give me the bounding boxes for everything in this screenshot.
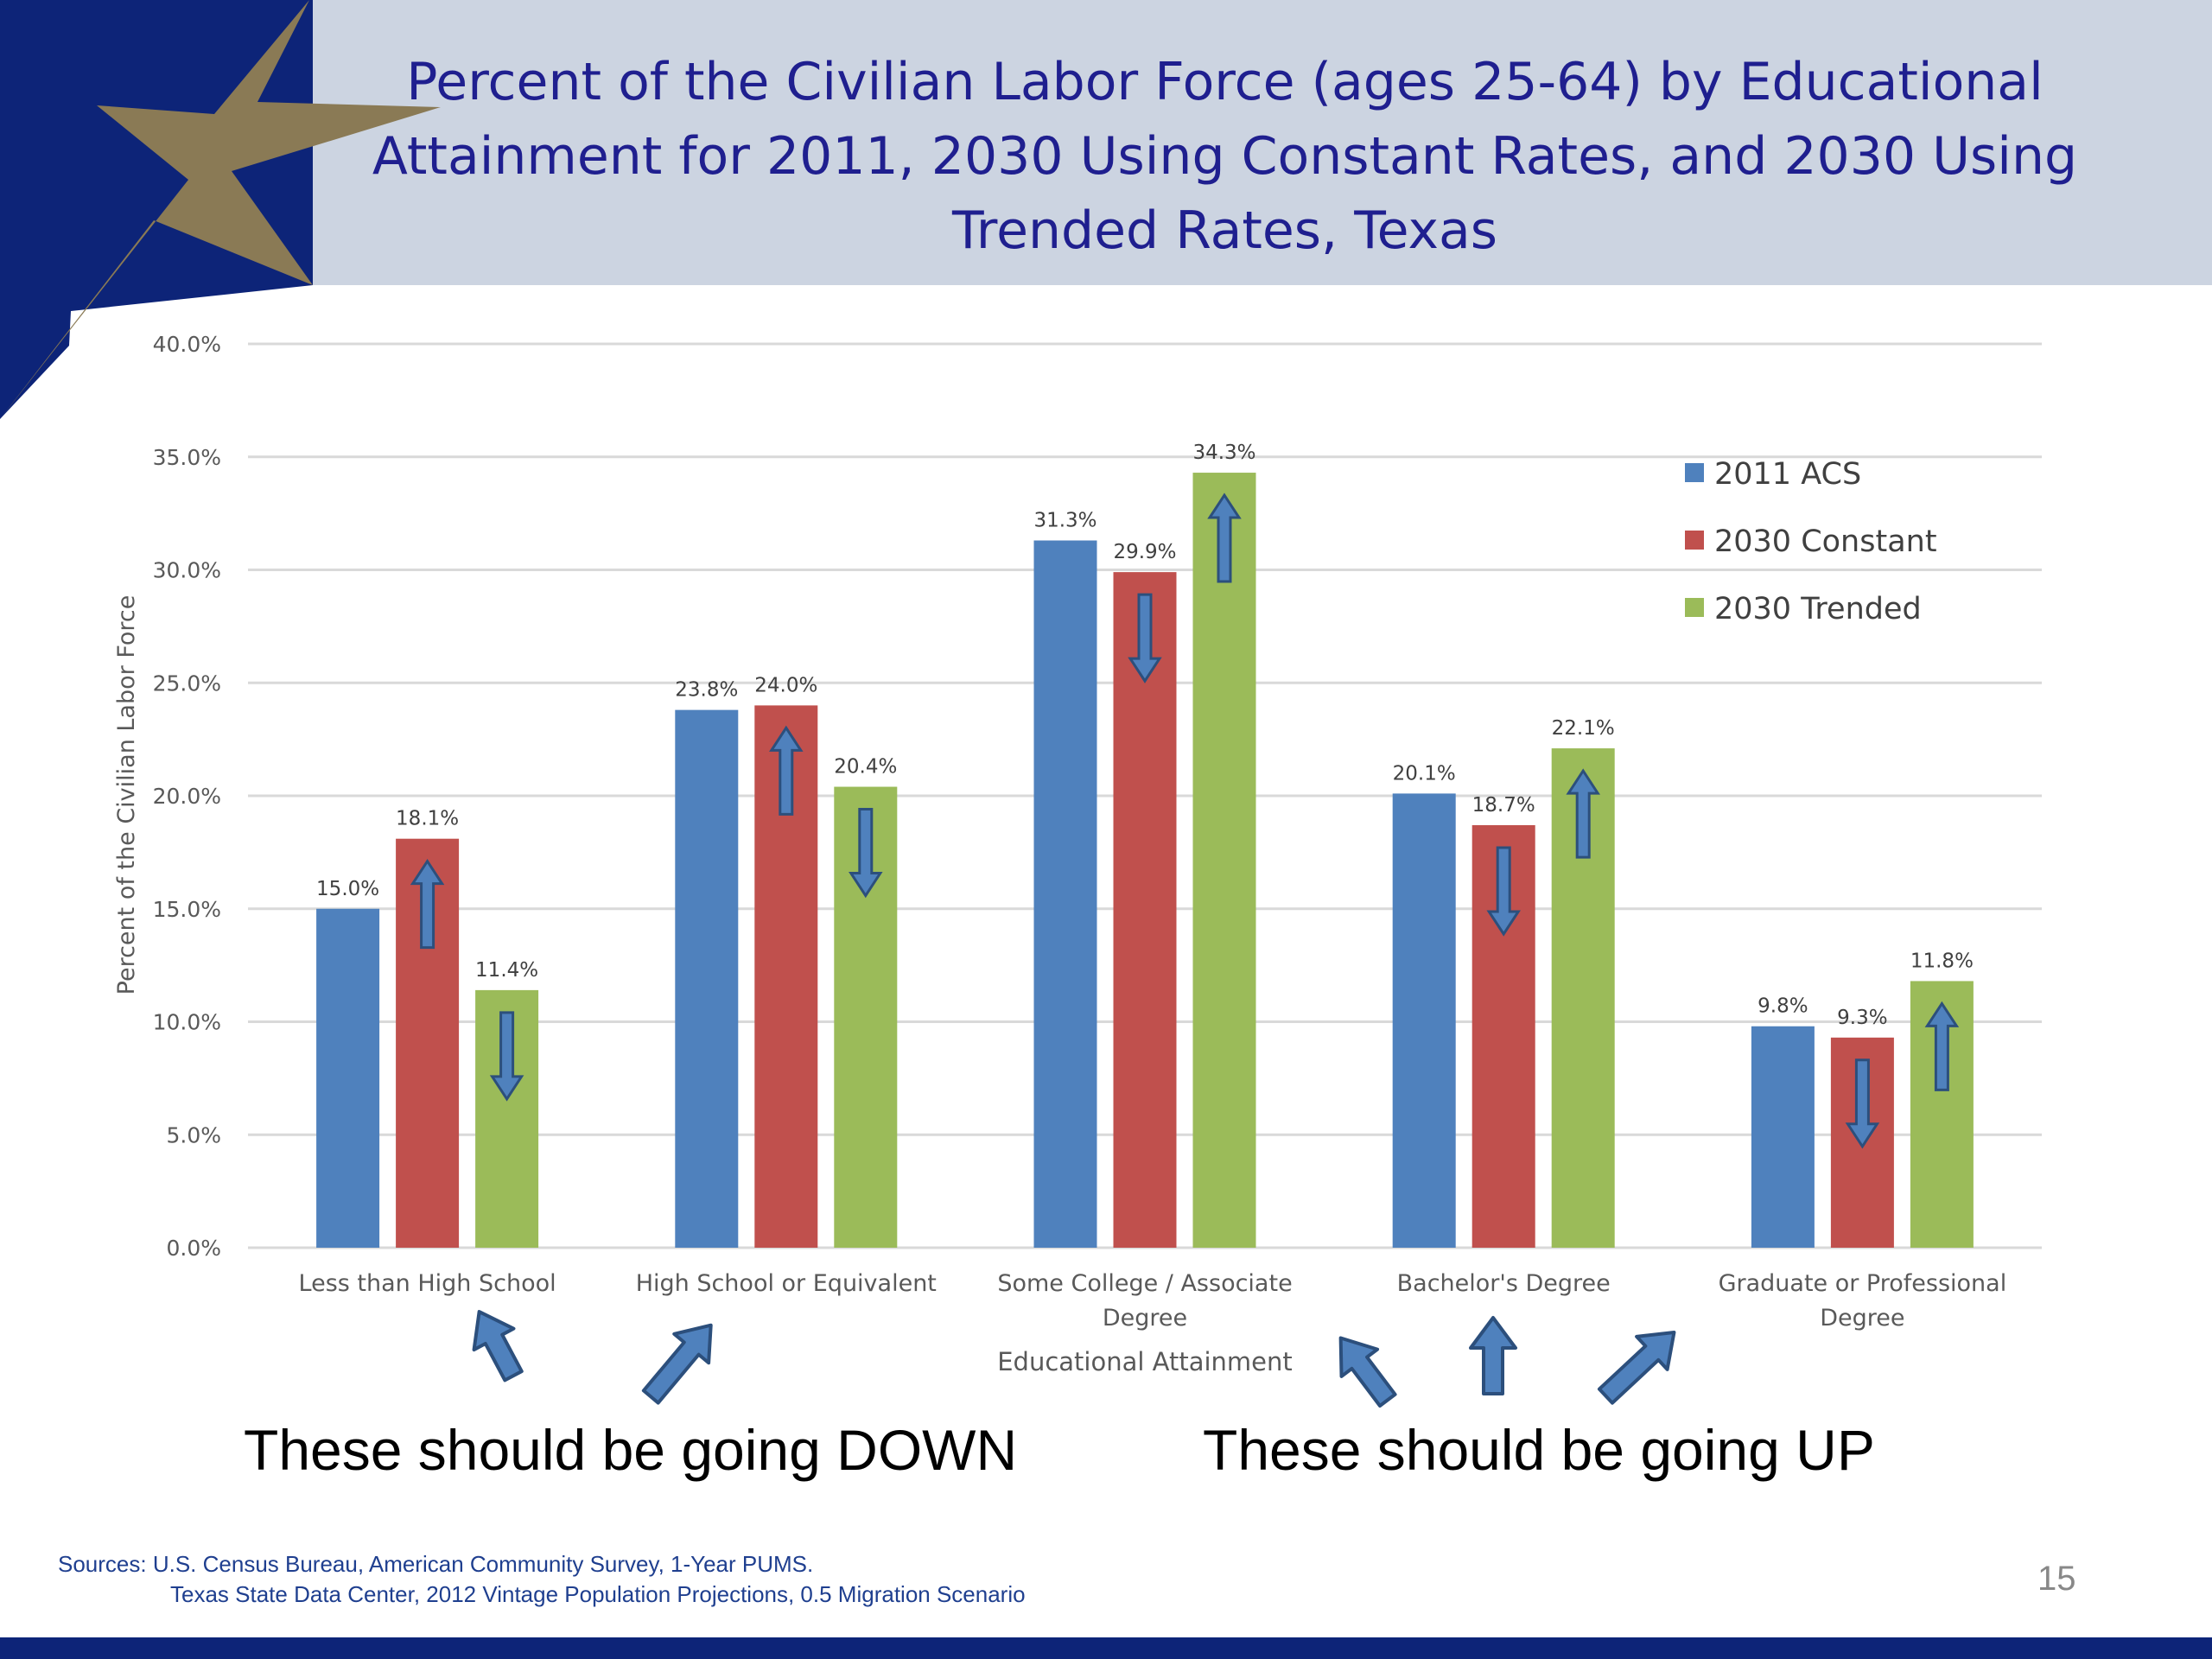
title-line-2: Attainment for 2011, 2030 Using Constant… <box>372 126 2078 187</box>
category-label: High School or Equivalent <box>636 1270 937 1297</box>
pointer-arrow-2-icon <box>641 1323 713 1405</box>
bar <box>1751 1026 1815 1248</box>
category-label: Graduate or Professional <box>1719 1270 2007 1297</box>
gold-star-icon <box>0 0 441 419</box>
bar <box>1113 572 1177 1248</box>
title-line-3: Trended Rates, Texas <box>951 200 1498 261</box>
data-label: 20.1% <box>1393 762 1456 785</box>
y-tick-label: 20.0% <box>153 784 221 809</box>
data-label: 9.3% <box>1837 1007 1887 1029</box>
pointer-arrows <box>472 1310 1676 1408</box>
y-tick-label: 25.0% <box>153 671 221 696</box>
sources-line-2: Texas State Data Center, 2012 Vintage Po… <box>170 1581 1026 1607</box>
data-label: 20.4% <box>834 756 897 779</box>
y-tick-label: 40.0% <box>153 332 221 357</box>
y-tick-label: 0.0% <box>166 1236 221 1261</box>
legend-swatch <box>1685 598 1704 617</box>
bar <box>675 709 739 1248</box>
data-label: 15.0% <box>316 878 379 900</box>
category-label: Bachelor's Degree <box>1397 1270 1611 1297</box>
title-line-1: Percent of the Civilian Labor Force (age… <box>406 52 2044 112</box>
arrow-up-icon <box>1566 768 1600 859</box>
y-tick-label: 10.0% <box>153 1010 221 1035</box>
pointer-arrow-4-icon <box>1469 1316 1517 1395</box>
callout-going-down: These should be going DOWN <box>244 1418 1018 1482</box>
y-tick-label: 35.0% <box>153 445 221 470</box>
data-label: 11.8% <box>1910 950 1974 972</box>
pointer-arrow-5-icon <box>1597 1330 1676 1405</box>
legend-label: 2030 Trended <box>1714 592 1922 626</box>
data-label: 18.7% <box>1472 794 1535 817</box>
callout-going-up: These should be going UP <box>1203 1418 1875 1482</box>
pointer-arrow-3-icon <box>1338 1336 1397 1408</box>
sources-note: Sources: U.S. Census Bureau, American Co… <box>58 1549 1026 1610</box>
legend-swatch <box>1685 463 1704 482</box>
data-label: 29.9% <box>1113 541 1176 563</box>
y-tick-label: 5.0% <box>166 1122 221 1147</box>
data-label: 18.1% <box>396 808 459 830</box>
arrow-up-icon <box>410 858 445 950</box>
arrow-down-icon <box>1845 1058 1880 1149</box>
page-number: 15 <box>2037 1560 2076 1598</box>
data-label: 24.0% <box>754 674 817 696</box>
sources-line-1: Sources: U.S. Census Bureau, American Co… <box>58 1551 814 1577</box>
data-label: 9.8% <box>1758 995 1808 1018</box>
data-label: 31.3% <box>1033 510 1096 532</box>
data-label: 22.1% <box>1552 717 1615 740</box>
bar <box>1192 473 1256 1248</box>
legend-label: 2011 ACS <box>1714 457 1861 492</box>
bar <box>1392 793 1456 1248</box>
arrow-up-icon <box>1207 493 1242 583</box>
bottom-bar <box>0 1637 2212 1659</box>
y-tick-label: 30.0% <box>153 558 221 583</box>
x-axis-title: Educational Attainment <box>997 1347 1293 1376</box>
data-label: 11.4% <box>475 959 538 982</box>
arrow-up-icon <box>1924 1001 1960 1091</box>
arrow-down-icon <box>489 1011 524 1102</box>
category-label: Some College / Associate <box>997 1270 1292 1297</box>
category-label: Less than High School <box>299 1270 556 1297</box>
category-label: Degree <box>1820 1305 1904 1332</box>
arrow-up-icon <box>769 725 804 816</box>
y-tick-label: 15.0% <box>153 897 221 922</box>
arrow-down-icon <box>1128 593 1162 683</box>
star-logo <box>0 0 441 419</box>
slide-title: Percent of the Civilian Labor Force (age… <box>363 45 2087 268</box>
arrow-down-icon <box>849 808 883 899</box>
legend-label: 2030 Constant <box>1714 524 1937 559</box>
bar <box>316 908 380 1248</box>
legend-swatch <box>1685 531 1704 550</box>
y-axis-title: Percent of the Civilian Labor Force <box>113 595 140 995</box>
data-label: 34.3% <box>1192 442 1255 464</box>
arrow-down-icon <box>1486 846 1521 937</box>
header-band <box>0 0 2212 285</box>
pointer-arrow-1-icon <box>472 1310 524 1382</box>
bar <box>1033 540 1097 1248</box>
bar-chart: 0.0% 5.0% 10.0% 15.0% 20.0% 25.0% 30.0% 35.0% 40… <box>113 332 2042 1376</box>
data-label: 23.8% <box>675 679 738 702</box>
category-label: Degree <box>1103 1305 1187 1332</box>
